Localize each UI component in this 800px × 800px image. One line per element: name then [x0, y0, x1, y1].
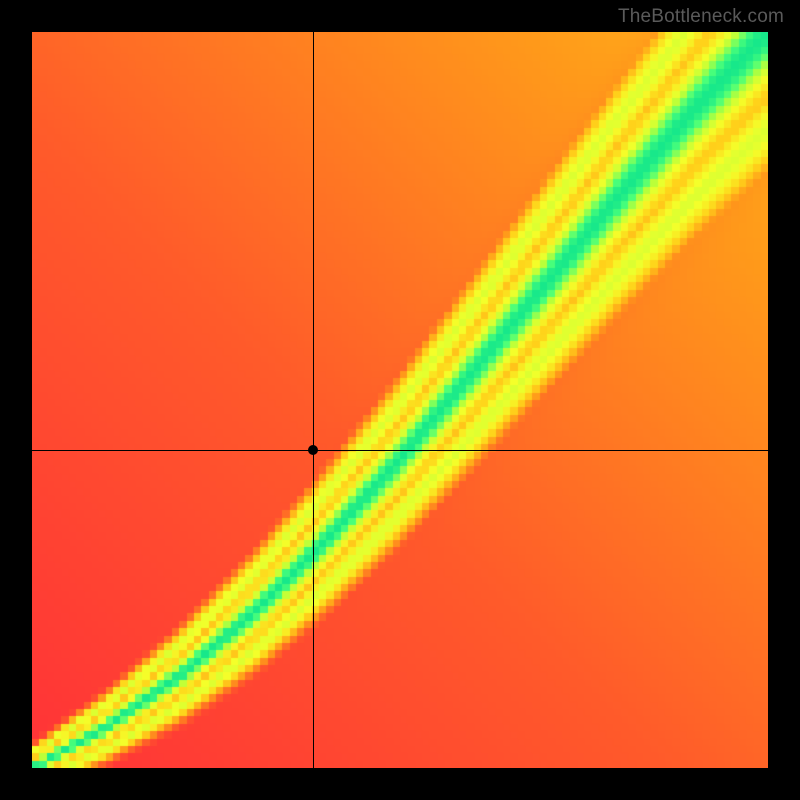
crosshair-vertical	[313, 32, 314, 768]
heatmap-canvas	[32, 32, 768, 768]
crosshair-marker	[308, 445, 318, 455]
watermark-text: TheBottleneck.com	[618, 6, 784, 28]
plot-area	[32, 32, 768, 768]
crosshair-horizontal	[32, 450, 768, 451]
chart-container: TheBottleneck.com	[0, 0, 800, 800]
